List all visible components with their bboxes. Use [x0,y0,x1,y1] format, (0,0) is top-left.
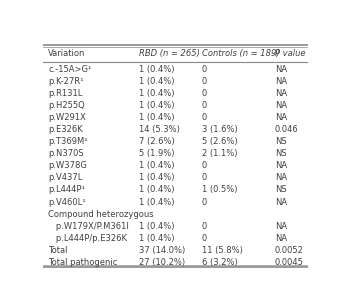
Text: Compound heterozygous: Compound heterozygous [48,210,154,219]
Text: Variation: Variation [48,49,86,58]
Text: NA: NA [275,234,287,243]
Text: NA: NA [275,161,287,170]
Text: 0: 0 [202,222,207,231]
Text: NA: NA [275,173,287,182]
Text: NS: NS [275,137,286,146]
Text: 1 (0.4%): 1 (0.4%) [140,222,175,231]
Text: 3 (1.6%): 3 (1.6%) [202,125,238,134]
Text: 0: 0 [202,173,207,182]
Text: 0.0052: 0.0052 [275,246,304,255]
Text: 1 (0.4%): 1 (0.4%) [140,89,175,98]
Text: 5 (2.6%): 5 (2.6%) [202,137,237,146]
Text: 11 (5.8%): 11 (5.8%) [202,246,243,255]
Text: p.L444P¹: p.L444P¹ [48,185,85,195]
Text: NS: NS [275,185,286,195]
Text: 37 (14.0%): 37 (14.0%) [140,246,186,255]
Text: Controls (n = 189): Controls (n = 189) [202,49,279,58]
Text: 27 (10.2%): 27 (10.2%) [140,258,186,267]
Text: 1 (0.4%): 1 (0.4%) [140,173,175,182]
Text: p.H255Q: p.H255Q [48,101,85,110]
Text: 7 (2.6%): 7 (2.6%) [140,137,175,146]
Text: 0: 0 [202,234,207,243]
Text: 2 (1.1%): 2 (1.1%) [202,149,237,158]
Text: 0: 0 [202,64,207,74]
Text: RBD (n = 265): RBD (n = 265) [140,49,200,58]
Text: 0.0045: 0.0045 [275,258,304,267]
Text: NA: NA [275,89,287,98]
Text: p.E326K: p.E326K [48,125,83,134]
Text: NA: NA [275,101,287,110]
Text: p.V437L: p.V437L [48,173,82,182]
Text: 1 (0.4%): 1 (0.4%) [140,198,175,206]
Text: Total: Total [48,246,68,255]
Text: NA: NA [275,113,287,122]
Text: 0.046: 0.046 [275,125,299,134]
Text: 5 (1.9%): 5 (1.9%) [140,149,175,158]
Text: p.R131L: p.R131L [48,89,82,98]
Text: 6 (3.2%): 6 (3.2%) [202,258,238,267]
Text: 0: 0 [202,113,207,122]
Text: 0: 0 [202,198,207,206]
Text: 0: 0 [202,89,207,98]
Text: 1 (0.4%): 1 (0.4%) [140,101,175,110]
Text: NA: NA [275,77,287,86]
Text: p.W291X: p.W291X [48,113,86,122]
Text: Total pathogenic: Total pathogenic [48,258,117,267]
Text: NA: NA [275,222,287,231]
Text: NA: NA [275,198,287,206]
Text: 0: 0 [202,101,207,110]
Text: P value: P value [275,49,305,58]
Text: p.V460L¹: p.V460L¹ [48,198,86,206]
Text: 1 (0.4%): 1 (0.4%) [140,185,175,195]
Text: 1 (0.4%): 1 (0.4%) [140,64,175,74]
Text: 1 (0.5%): 1 (0.5%) [202,185,237,195]
Text: c.-15A>G¹: c.-15A>G¹ [48,64,91,74]
Text: 0: 0 [202,77,207,86]
Text: p.T369M¹: p.T369M¹ [48,137,88,146]
Text: NA: NA [275,64,287,74]
Text: 1 (0.4%): 1 (0.4%) [140,234,175,243]
Text: 14 (5.3%): 14 (5.3%) [140,125,180,134]
Text: 1 (0.4%): 1 (0.4%) [140,77,175,86]
Text: p.N370S: p.N370S [48,149,84,158]
Text: p.L444P/p.E326K: p.L444P/p.E326K [48,234,127,243]
Text: 1 (0.4%): 1 (0.4%) [140,161,175,170]
Text: 1 (0.4%): 1 (0.4%) [140,113,175,122]
Text: p.K-27R¹: p.K-27R¹ [48,77,83,86]
Text: p.W378G: p.W378G [48,161,87,170]
Text: 0: 0 [202,161,207,170]
Text: NS: NS [275,149,286,158]
Text: p.W179X/P.M361I: p.W179X/P.M361I [48,222,129,231]
